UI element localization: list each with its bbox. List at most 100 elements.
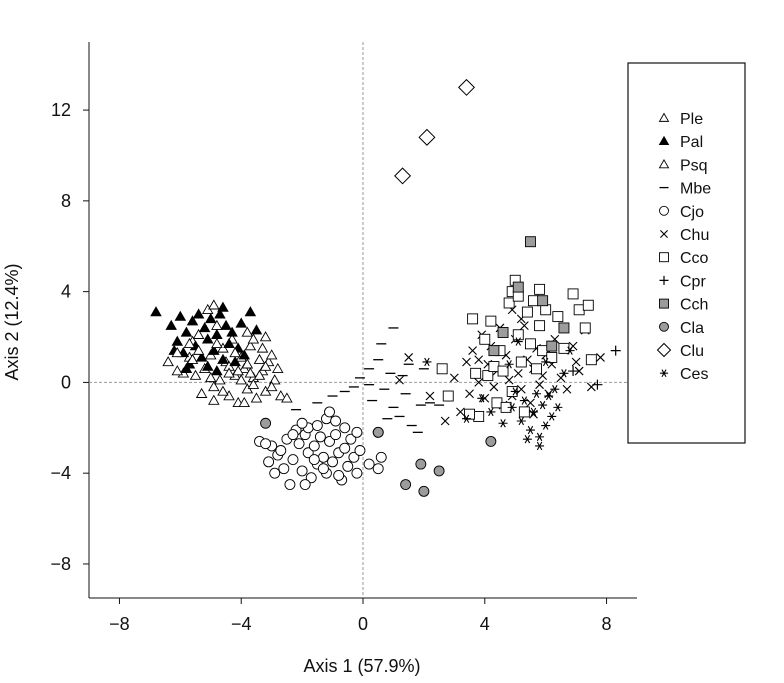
point-psq [217, 385, 229, 396]
point-cco [540, 304, 552, 316]
point-ple [238, 396, 251, 408]
legend-marker-cch [659, 298, 669, 309]
point-pal [150, 306, 162, 317]
point-cjo [275, 445, 287, 456]
legend-label-psq: Psq [680, 157, 708, 174]
point-chu [449, 373, 459, 383]
y-tick-label: 12 [51, 100, 71, 120]
point-ces [507, 403, 517, 412]
point-pal [171, 335, 184, 346]
point-psq [171, 346, 184, 358]
point-chu [535, 380, 544, 390]
point-cjo [296, 417, 308, 429]
x-tick-label: 0 [358, 614, 368, 634]
point-cjo [351, 426, 363, 438]
point-ple [244, 340, 257, 351]
point-cco [512, 329, 524, 341]
point-cjo [305, 472, 317, 484]
point-cjo [287, 429, 299, 441]
point-clu [458, 78, 476, 96]
point-psq [205, 371, 217, 383]
point-chu [513, 368, 523, 378]
point-cjo [299, 479, 311, 490]
point-ces [559, 369, 569, 378]
point-ces [462, 414, 472, 423]
point-psq [281, 392, 293, 403]
point-ple [268, 374, 281, 385]
y-tick-label: −4 [50, 463, 71, 483]
point-ple [265, 349, 278, 360]
point-pal [220, 319, 232, 330]
point-cco [497, 365, 509, 377]
point-cjo [296, 465, 308, 477]
point-ple [192, 328, 205, 339]
point-cco [512, 290, 524, 302]
legend-marker-clu [656, 342, 672, 358]
point-pal [223, 337, 235, 349]
point-cjo [333, 470, 345, 481]
legend-label-ces: Ces [680, 366, 708, 383]
point-cco [485, 315, 497, 327]
legend-marker-pal [658, 135, 670, 146]
point-pal [235, 317, 247, 328]
point-ple [208, 381, 220, 392]
point-cla [400, 479, 412, 490]
point-cjo [284, 479, 296, 490]
y-tick-label: 8 [61, 191, 71, 211]
point-cco [552, 311, 564, 323]
point-ple [208, 299, 220, 310]
point-ces [477, 394, 487, 403]
point-pal [217, 353, 229, 364]
legend-label-clu: Clu [680, 343, 704, 360]
point-cch [497, 327, 509, 338]
point-pal [250, 324, 263, 335]
y-tick-label: 4 [61, 282, 71, 302]
point-ces [553, 403, 563, 412]
axis-ticks: −8 −4 0 4 8 −8 −4 0 4 8 12 [50, 100, 611, 634]
point-ple [214, 374, 226, 385]
point-psq [162, 356, 174, 367]
point-cjo [308, 440, 320, 452]
point-pal [244, 306, 257, 317]
point-cjo [348, 451, 360, 463]
point-cjo [311, 420, 323, 431]
point-cco [488, 361, 500, 372]
series-cpr [568, 345, 621, 390]
point-chu [571, 357, 581, 367]
point-pal [208, 344, 220, 355]
point-cco [470, 367, 482, 379]
point-ces [541, 357, 551, 367]
point-pal [211, 328, 223, 339]
point-pal [226, 326, 238, 337]
point-cco [579, 322, 591, 334]
point-cco [537, 345, 549, 357]
point-psq [208, 394, 220, 405]
legend-marker-cco [659, 252, 669, 263]
point-cco [467, 313, 479, 325]
point-pal [165, 319, 177, 330]
point-cjo [375, 451, 387, 463]
point-cch [558, 322, 570, 334]
point-psq [186, 353, 199, 364]
point-psq [244, 367, 257, 378]
legend-label-chu: Chu [680, 227, 709, 244]
point-cjo [330, 415, 342, 427]
x-tick-label: −4 [231, 614, 252, 634]
point-cco [558, 342, 570, 354]
point-psq [271, 362, 284, 373]
point-chu [465, 389, 474, 399]
zero-reference-lines [89, 42, 637, 598]
legend-marker-cpr [659, 275, 669, 285]
point-psq [256, 342, 269, 353]
point-ces [522, 434, 532, 444]
point-psq [247, 378, 260, 389]
point-cjo [330, 429, 342, 441]
point-chu [440, 416, 450, 426]
point-cco [518, 406, 530, 418]
point-cla [485, 435, 497, 447]
series-cco [436, 274, 597, 422]
point-psq [241, 358, 254, 369]
legend-label-cpr: Cpr [680, 273, 706, 290]
point-ces [528, 407, 538, 417]
